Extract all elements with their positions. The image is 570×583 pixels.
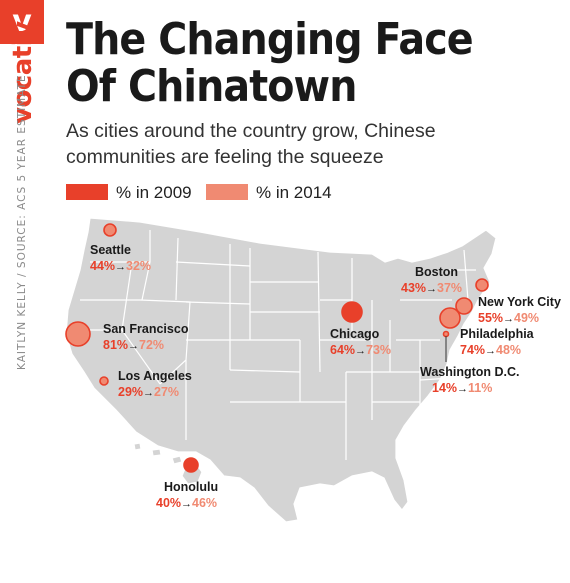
page-title: The Changing Face Of Chinatown bbox=[66, 16, 507, 110]
marker-san-francisco[interactable] bbox=[65, 321, 91, 347]
value-2009: 43% bbox=[401, 281, 427, 295]
marker-chicago[interactable] bbox=[341, 301, 363, 323]
value-2009: 81% bbox=[103, 338, 129, 352]
logo-letter: v bbox=[12, 4, 32, 39]
value-2014: 49% bbox=[514, 311, 540, 325]
city-name: Washington D.C. bbox=[420, 365, 520, 379]
marker-new-york-city[interactable] bbox=[455, 297, 473, 315]
subtitle: As cities around the country grow, Chine… bbox=[66, 118, 556, 170]
vocativ-logo[interactable]: v bbox=[0, 0, 44, 44]
subtitle-line-1: As cities around the country grow, Chine… bbox=[66, 120, 436, 142]
border-line bbox=[317, 251, 321, 373]
city-values: 44%→32% bbox=[90, 258, 151, 275]
city-name: Philadelphia bbox=[460, 327, 534, 341]
marker-los-angeles[interactable] bbox=[99, 376, 109, 386]
value-2014: 72% bbox=[139, 338, 165, 352]
arrow-icon: → bbox=[485, 345, 497, 357]
value-2009: 64% bbox=[330, 343, 356, 357]
value-2014: 48% bbox=[496, 343, 522, 357]
city-label-honolulu: Honolulu 40%→46% bbox=[156, 479, 218, 512]
border-line bbox=[229, 369, 301, 373]
city-name: Boston bbox=[415, 265, 459, 279]
value-2009: 29% bbox=[118, 385, 144, 399]
city-values: 55%→49% bbox=[478, 310, 561, 327]
city-values: 29%→27% bbox=[118, 384, 192, 401]
arrow-icon: → bbox=[181, 498, 193, 510]
value-2009: 14% bbox=[432, 381, 458, 395]
border-line bbox=[175, 237, 179, 301]
border-line bbox=[185, 301, 251, 305]
city-label-new-york-city: New York City 55%→49% bbox=[478, 294, 561, 327]
border-line bbox=[419, 377, 453, 381]
legend-item-2009: % in 2009 bbox=[66, 183, 192, 203]
value-2014: 27% bbox=[154, 385, 180, 399]
marker-boston[interactable] bbox=[475, 278, 489, 292]
value-2014: 46% bbox=[192, 496, 218, 510]
arrow-icon: → bbox=[503, 313, 515, 325]
state-borders bbox=[78, 230, 476, 460]
sidebar: v vocativ KAITLYN KELLY / SOURCE: ACS 5 … bbox=[0, 0, 44, 583]
city-values: 14%→11% bbox=[420, 380, 520, 397]
border-line bbox=[141, 230, 151, 301]
city-name: Seattle bbox=[90, 243, 131, 257]
value-2009: 74% bbox=[460, 343, 486, 357]
city-label-seattle: Seattle 44%→32% bbox=[90, 242, 151, 275]
legend-label-2014: % in 2014 bbox=[256, 183, 332, 202]
city-values: 43%→37% bbox=[401, 280, 462, 297]
value-2009: 55% bbox=[478, 311, 504, 325]
value-2014: 11% bbox=[468, 381, 493, 395]
hawaii-oahu bbox=[151, 448, 162, 457]
marker-washington-dc[interactable] bbox=[442, 330, 450, 338]
hawaii-maui bbox=[171, 455, 183, 465]
title-line-1: The Changing Face bbox=[66, 14, 474, 65]
city-values: 40%→46% bbox=[156, 495, 218, 512]
us-land bbox=[65, 217, 497, 523]
city-name: Chicago bbox=[330, 327, 380, 341]
city-label-chicago: Chicago 64%→73% bbox=[330, 326, 391, 359]
hawaii-kauai bbox=[133, 442, 142, 451]
value-2014: 73% bbox=[366, 343, 392, 357]
arrow-icon: → bbox=[457, 383, 469, 395]
border-line bbox=[175, 261, 251, 267]
city-name: Honolulu bbox=[164, 480, 219, 494]
border-line bbox=[463, 249, 469, 301]
city-name: San Francisco bbox=[103, 322, 189, 336]
title-line-2: Of Chinatown bbox=[66, 61, 357, 112]
border-line bbox=[139, 299, 191, 385]
city-markers bbox=[65, 223, 489, 473]
city-name: Los Angeles bbox=[118, 369, 192, 383]
city-label-san-francisco: San Francisco 81%→72% bbox=[103, 321, 188, 354]
marker-seattle[interactable] bbox=[103, 223, 117, 237]
legend-swatch-2009 bbox=[66, 184, 108, 200]
value-2014: 32% bbox=[126, 259, 152, 273]
value-2009: 44% bbox=[90, 259, 116, 273]
legend-swatch-2014 bbox=[206, 184, 248, 200]
legend-label-2009: % in 2009 bbox=[116, 183, 192, 202]
city-label-washington-dc: Washington D.C. 14%→11% bbox=[420, 364, 520, 397]
city-values: 64%→73% bbox=[330, 342, 391, 359]
city-values: 74%→48% bbox=[460, 342, 534, 359]
arrow-icon: → bbox=[426, 283, 438, 295]
city-label-los-angeles: Los Angeles 29%→27% bbox=[118, 368, 192, 401]
city-label-boston: Boston 43%→37% bbox=[401, 264, 462, 297]
arrow-icon: → bbox=[128, 340, 140, 352]
marker-philadelphia[interactable] bbox=[439, 307, 461, 329]
marker-honolulu[interactable] bbox=[183, 457, 199, 473]
value-2009: 40% bbox=[156, 496, 182, 510]
subtitle-line-2: communities are feeling the squeeze bbox=[66, 146, 384, 168]
arrow-icon: → bbox=[115, 261, 127, 273]
lower-48-outline bbox=[65, 217, 497, 523]
border-line bbox=[121, 329, 161, 385]
value-2014: 37% bbox=[437, 281, 463, 295]
city-name: New York City bbox=[478, 295, 561, 309]
arrow-icon: → bbox=[355, 345, 367, 357]
arrow-icon: → bbox=[143, 387, 155, 399]
legend-item-2014: % in 2014 bbox=[206, 183, 332, 203]
city-values: 81%→72% bbox=[103, 337, 188, 354]
city-label-philadelphia: Philadelphia 74%→48% bbox=[460, 326, 534, 359]
